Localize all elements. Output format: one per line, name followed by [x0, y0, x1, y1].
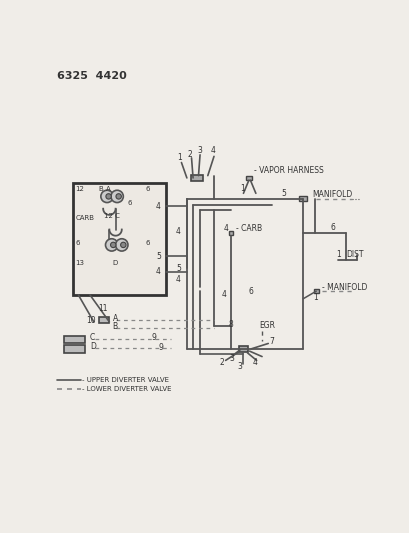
Bar [228, 231, 233, 235]
Text: 10: 10 [86, 316, 96, 325]
Text: C: C [90, 333, 95, 342]
Text: 4: 4 [155, 202, 160, 211]
Text: A: A [112, 314, 117, 324]
Text: 5: 5 [155, 252, 160, 261]
Text: 6: 6 [329, 223, 334, 232]
Text: 4: 4 [210, 146, 215, 155]
Circle shape [120, 242, 126, 248]
Text: 6: 6 [127, 199, 131, 206]
Text: 6: 6 [146, 187, 150, 192]
Bar [245, 175, 252, 180]
Text: 12 C: 12 C [104, 213, 119, 219]
Text: - VAPOR HARNESS: - VAPOR HARNESS [254, 166, 323, 175]
Circle shape [101, 190, 113, 203]
Text: D: D [90, 342, 96, 351]
Text: 1: 1 [240, 184, 245, 193]
Text: B: B [112, 322, 117, 331]
Text: 1: 1 [336, 251, 340, 260]
Text: 3: 3 [229, 354, 234, 364]
Text: 8: 8 [228, 320, 233, 329]
Circle shape [116, 193, 121, 199]
Text: - CARB: - CARB [235, 224, 261, 233]
Text: 2: 2 [219, 358, 224, 367]
Text: 4: 4 [252, 358, 257, 367]
Text: 3: 3 [236, 362, 241, 371]
Text: - LOWER DIVERTER VALVE: - LOWER DIVERTER VALVE [82, 386, 171, 392]
Text: 4: 4 [175, 275, 180, 284]
Circle shape [105, 239, 118, 251]
Text: 6: 6 [248, 287, 253, 296]
Text: 5: 5 [281, 189, 285, 198]
Text: 6325  4420: 6325 4420 [57, 71, 127, 81]
Circle shape [111, 190, 123, 203]
Circle shape [106, 193, 111, 199]
Circle shape [110, 242, 116, 248]
Text: 4: 4 [221, 290, 226, 300]
Text: 1: 1 [176, 154, 181, 163]
Text: 9: 9 [152, 333, 157, 342]
Text: - MANIFOLD: - MANIFOLD [321, 283, 366, 292]
Text: 4: 4 [175, 227, 180, 236]
Text: 6: 6 [75, 240, 80, 246]
Bar [63, 336, 85, 343]
Bar [238, 346, 247, 352]
Text: 13: 13 [75, 260, 84, 265]
Bar [73, 183, 166, 295]
Text: 4: 4 [155, 268, 160, 276]
Circle shape [115, 239, 128, 251]
Text: 3: 3 [197, 147, 202, 156]
Text: - UPPER DIVERTER VALVE: - UPPER DIVERTER VALVE [82, 377, 169, 383]
Text: 9: 9 [158, 343, 163, 352]
Text: 11: 11 [97, 304, 107, 313]
Text: 1: 1 [312, 293, 317, 302]
Text: 6: 6 [146, 240, 150, 246]
Text: 7: 7 [268, 337, 273, 346]
Bar [63, 345, 85, 353]
Text: B A: B A [99, 187, 111, 192]
Text: CARB: CARB [75, 215, 94, 221]
Text: 5: 5 [175, 263, 180, 272]
Bar [299, 196, 306, 201]
Text: 12: 12 [75, 187, 84, 192]
Bar [190, 175, 202, 181]
Text: DIST: DIST [346, 251, 363, 260]
Bar [99, 317, 108, 324]
Bar [313, 289, 318, 293]
Text: 2: 2 [187, 150, 192, 158]
Text: 4: 4 [223, 224, 228, 233]
Text: EGR: EGR [258, 321, 274, 330]
Text: MANIFOLD: MANIFOLD [312, 190, 352, 199]
Text: D: D [112, 260, 117, 265]
